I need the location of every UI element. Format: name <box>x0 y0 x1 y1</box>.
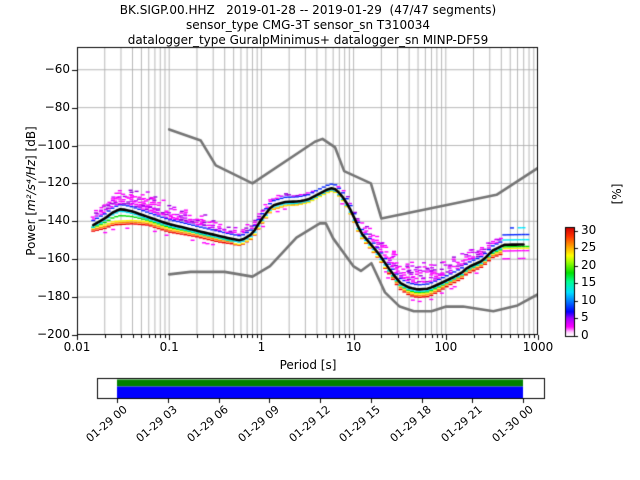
x-tick-label: 0.1 <box>159 340 179 354</box>
colorbar-tick-label: 0 <box>581 328 589 343</box>
y-tick-label: −60 <box>44 61 70 76</box>
y-tick-label: −100 <box>37 137 70 152</box>
figure-title: BK.SIGP.00.HHZ 2019-01-28 -- 2019-01-29 … <box>119 3 497 17</box>
y-tick-label: −80 <box>44 99 70 114</box>
y-tick-label: −160 <box>37 251 70 266</box>
y-tick-label: −180 <box>37 289 70 304</box>
x-tick-label: 1 <box>257 340 266 354</box>
colorbar-tick-label: 15 <box>581 275 597 290</box>
x-axis-label: Period [s] <box>279 358 337 372</box>
colorbar-tick-label: 5 <box>581 310 589 325</box>
y-axis-label-suffix: ] [dB] <box>24 126 38 160</box>
x-tick-label: 1000 <box>522 340 554 354</box>
y-axis-label-units: m²/s⁴/Hz <box>24 159 38 211</box>
x-tick-label: 100 <box>434 340 458 354</box>
y-tick-label: −120 <box>37 175 70 190</box>
figure-subtitle-datalogger: datalogger_type GuralpMinimus+ datalogge… <box>127 33 489 47</box>
colorbar-label: [%] <box>610 183 624 205</box>
colorbar-tick-label: 20 <box>581 257 597 272</box>
y-axis-label: Power [m²/s⁴/Hz] [dB] <box>24 126 38 255</box>
colorbar-tick-label: 30 <box>581 222 597 237</box>
figure-subtitle-sensor: sensor_type CMG-3T sensor_sn T310034 <box>185 18 431 32</box>
colorbar-tick-label: 10 <box>581 293 597 308</box>
y-axis-label-prefix: Power [ <box>24 210 38 256</box>
x-tick-label: 10 <box>345 340 362 354</box>
x-tick-label: 0.01 <box>63 340 91 354</box>
colorbar-tick-label: 25 <box>581 240 597 255</box>
y-tick-label: −140 <box>37 213 70 228</box>
y-tick-label: −200 <box>37 327 70 342</box>
